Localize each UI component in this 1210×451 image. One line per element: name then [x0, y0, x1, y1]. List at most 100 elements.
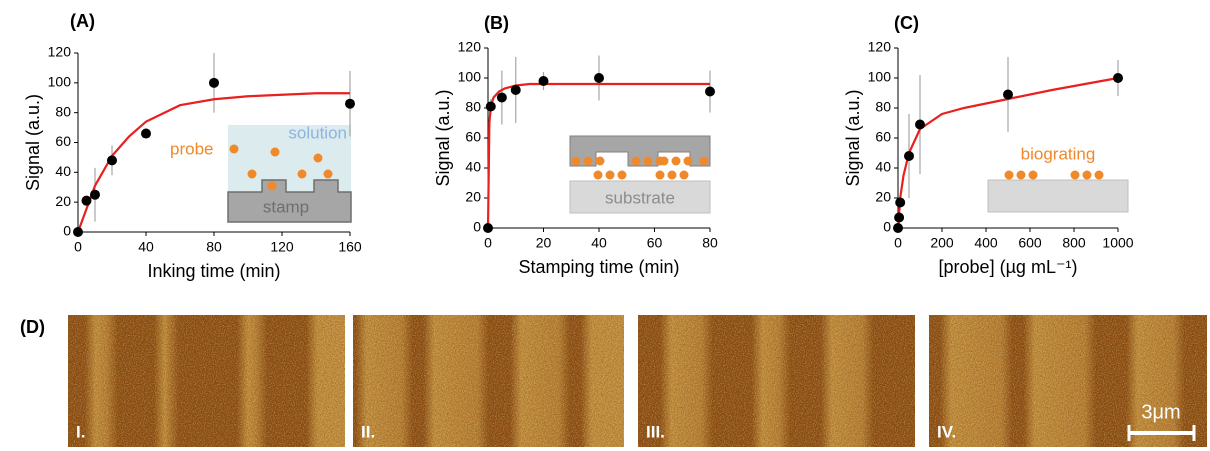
- probe-dot: [1082, 170, 1092, 180]
- data-point: [90, 189, 100, 200]
- y-tick-label: 80: [465, 99, 481, 115]
- probe-dot: [617, 170, 627, 180]
- x-tick-label: 20: [536, 235, 552, 251]
- image-label: IV.: [937, 422, 956, 441]
- y-tick-label: 40: [465, 159, 481, 175]
- afm-texture: [68, 315, 345, 447]
- probe-dot: [1094, 170, 1104, 180]
- probe-dot: [593, 170, 603, 180]
- probe-dot: [583, 156, 593, 166]
- inset-label: biograting: [1021, 144, 1096, 163]
- data-point: [141, 128, 151, 139]
- data-point: [1003, 89, 1013, 100]
- inset-label: solution: [288, 123, 347, 142]
- y-axis-label: Signal (a.u.): [843, 89, 863, 186]
- y-tick-label: 40: [875, 159, 891, 175]
- data-point: [73, 227, 83, 237]
- y-tick-label: 20: [55, 193, 71, 209]
- y-tick-label: 60: [875, 129, 891, 145]
- y-tick-label: 20: [875, 189, 891, 205]
- data-point: [915, 119, 925, 130]
- stamp: [569, 135, 711, 167]
- panel-label: (D): [20, 317, 45, 337]
- x-tick-label: 0: [74, 239, 82, 255]
- inset-label: stamp: [263, 197, 309, 216]
- probe-dot: [605, 170, 615, 180]
- substrate: [987, 179, 1129, 213]
- y-tick-label: 80: [55, 103, 71, 119]
- afm-texture: [638, 315, 915, 447]
- x-tick-label: 800: [1062, 235, 1086, 251]
- data-point: [594, 73, 604, 83]
- stamp: [227, 179, 352, 223]
- y-tick-label: 60: [465, 129, 481, 145]
- data-point: [209, 77, 219, 88]
- data-point: [496, 92, 507, 103]
- data-point: [895, 197, 906, 208]
- x-tick-label: 160: [338, 239, 362, 255]
- data-point: [904, 151, 914, 161]
- probe-dot: [313, 153, 323, 163]
- inset-label: substrate: [605, 188, 675, 207]
- chart-label: (C): [894, 13, 919, 33]
- fit-curve: [76, 92, 350, 233]
- chart-label: (B): [484, 13, 509, 33]
- data-point: [483, 223, 493, 233]
- fit-curve: [896, 76, 1119, 229]
- y-tick-label: 0: [63, 223, 71, 239]
- data-point: [538, 76, 549, 86]
- y-axis-label: Signal (a.u.): [433, 89, 453, 186]
- y-tick-label: 100: [868, 69, 892, 85]
- probe-dot: [655, 170, 665, 180]
- x-tick-label: 400: [974, 235, 998, 251]
- data-point: [893, 223, 903, 233]
- y-axis-label: Signal (a.u.): [23, 94, 43, 191]
- data-point: [894, 212, 905, 223]
- x-tick-label: 120: [270, 239, 294, 255]
- y-tick-label: 0: [473, 219, 481, 235]
- data-point: [485, 101, 496, 112]
- scale-bar-label: 3μm: [1141, 401, 1180, 423]
- probe-dot: [643, 156, 653, 166]
- y-tick-label: 60: [55, 133, 71, 149]
- y-tick-label: 100: [458, 69, 482, 85]
- probe-dot: [631, 156, 641, 166]
- probe-dot: [699, 156, 709, 166]
- y-tick-label: 80: [875, 99, 891, 115]
- y-tick-label: 120: [868, 39, 892, 55]
- afm-texture: [929, 315, 1207, 447]
- image-label: II.: [361, 422, 375, 441]
- x-tick-label: 0: [894, 235, 902, 251]
- y-tick-label: 20: [465, 189, 481, 205]
- x-axis-label: Inking time (min): [147, 261, 280, 281]
- probe-dot: [679, 170, 689, 180]
- data-point: [81, 195, 92, 206]
- probe-dot: [323, 169, 333, 179]
- y-tick-label: 120: [458, 39, 482, 55]
- inset-label: probe: [170, 139, 213, 158]
- x-axis-label: [probe] (µg mL⁻¹): [939, 257, 1078, 277]
- probe-dot: [571, 156, 581, 166]
- probe-dot: [267, 181, 277, 191]
- probe-dot: [270, 147, 280, 157]
- x-tick-label: 40: [591, 235, 607, 251]
- x-tick-label: 80: [702, 235, 718, 251]
- probe-dot: [667, 170, 677, 180]
- probe-dot: [247, 169, 257, 179]
- probe-dot: [1028, 170, 1038, 180]
- image-label: III.: [646, 422, 665, 441]
- probe-dot: [671, 156, 681, 166]
- x-tick-label: 200: [930, 235, 954, 251]
- y-tick-label: 100: [48, 74, 72, 90]
- y-tick-label: 40: [55, 163, 71, 179]
- x-tick-label: 80: [206, 239, 222, 255]
- y-tick-label: 120: [48, 44, 72, 60]
- afm-texture: [353, 315, 624, 447]
- probe-dot: [1070, 170, 1080, 180]
- substrate: [569, 180, 711, 214]
- x-tick-label: 1000: [1102, 235, 1133, 251]
- image-label: I.: [76, 422, 85, 441]
- x-tick-label: 0: [484, 235, 492, 251]
- x-tick-label: 40: [138, 239, 154, 255]
